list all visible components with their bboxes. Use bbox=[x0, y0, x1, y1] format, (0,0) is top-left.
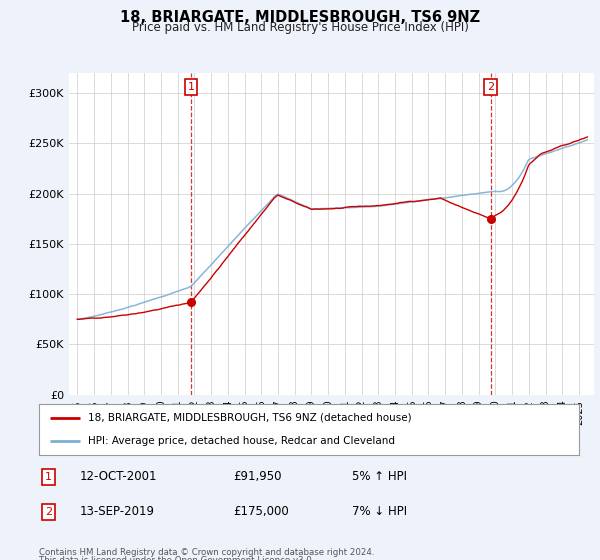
Text: Price paid vs. HM Land Registry's House Price Index (HPI): Price paid vs. HM Land Registry's House … bbox=[131, 21, 469, 34]
Text: 13-SEP-2019: 13-SEP-2019 bbox=[79, 505, 155, 518]
Text: 1: 1 bbox=[45, 472, 52, 482]
Text: 1: 1 bbox=[187, 82, 194, 92]
Text: This data is licensed under the Open Government Licence v3.0.: This data is licensed under the Open Gov… bbox=[39, 556, 314, 560]
Text: 7% ↓ HPI: 7% ↓ HPI bbox=[352, 505, 407, 518]
Text: HPI: Average price, detached house, Redcar and Cleveland: HPI: Average price, detached house, Redc… bbox=[88, 436, 395, 446]
Text: £91,950: £91,950 bbox=[233, 470, 282, 483]
Text: 18, BRIARGATE, MIDDLESBROUGH, TS6 9NZ (detached house): 18, BRIARGATE, MIDDLESBROUGH, TS6 9NZ (d… bbox=[88, 413, 411, 423]
Text: Contains HM Land Registry data © Crown copyright and database right 2024.: Contains HM Land Registry data © Crown c… bbox=[39, 548, 374, 557]
Text: 12-OCT-2001: 12-OCT-2001 bbox=[79, 470, 157, 483]
Text: £175,000: £175,000 bbox=[233, 505, 289, 518]
Text: 2: 2 bbox=[45, 507, 52, 517]
Text: 18, BRIARGATE, MIDDLESBROUGH, TS6 9NZ: 18, BRIARGATE, MIDDLESBROUGH, TS6 9NZ bbox=[120, 10, 480, 25]
Text: 5% ↑ HPI: 5% ↑ HPI bbox=[352, 470, 407, 483]
Text: 2: 2 bbox=[487, 82, 494, 92]
